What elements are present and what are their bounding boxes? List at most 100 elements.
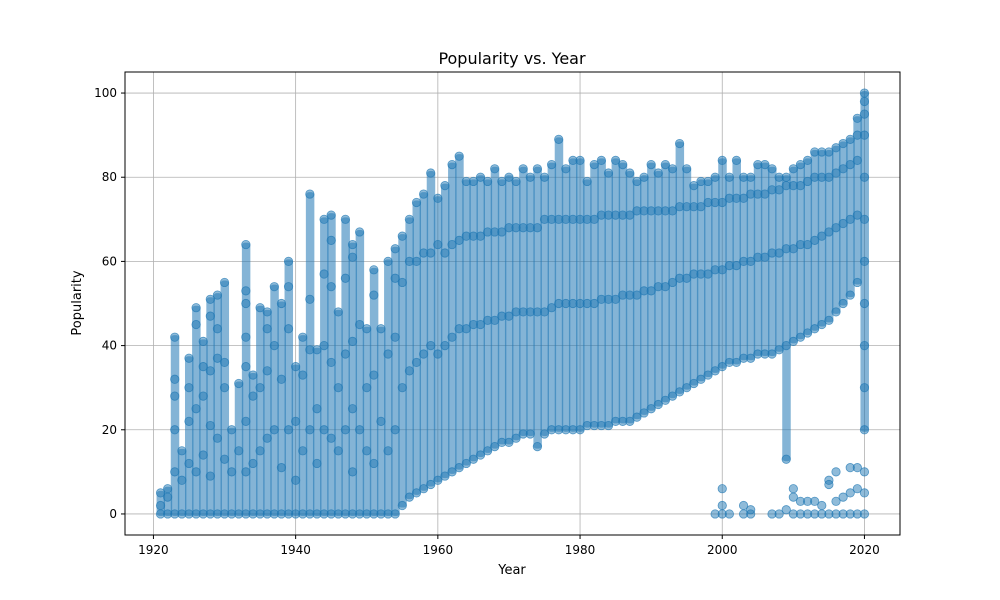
data-point — [532, 164, 542, 174]
data-point — [177, 475, 187, 485]
data-point — [717, 155, 727, 165]
data-point — [532, 442, 542, 452]
data-point — [468, 176, 478, 187]
data-point — [781, 172, 791, 182]
density-band — [369, 267, 379, 516]
data-point — [547, 303, 557, 313]
density-band — [184, 356, 194, 516]
density-band — [391, 246, 400, 516]
density-band — [476, 175, 486, 458]
data-point — [483, 176, 493, 187]
data-point — [824, 172, 834, 182]
data-point — [248, 458, 258, 469]
data-point — [383, 446, 393, 456]
density-band — [590, 162, 599, 428]
data-point — [845, 160, 855, 170]
data-point — [547, 160, 557, 170]
density-band — [348, 242, 358, 516]
data-point — [852, 484, 862, 494]
data-point — [184, 383, 194, 393]
data-point — [440, 181, 450, 191]
x-axis-label: Year — [497, 563, 526, 578]
data-point — [212, 290, 223, 300]
data-point — [859, 214, 870, 224]
data-point — [291, 362, 301, 372]
data-point — [539, 307, 550, 317]
data-point — [362, 383, 372, 393]
density-band — [256, 305, 265, 516]
data-point — [859, 109, 870, 119]
data-point — [483, 446, 493, 456]
data-point — [319, 340, 329, 351]
data-point — [241, 467, 251, 477]
data-point — [589, 214, 599, 224]
data-point — [362, 324, 372, 334]
data-point — [426, 479, 436, 490]
data-point — [347, 404, 358, 414]
data-point — [674, 387, 685, 397]
data-point — [724, 172, 734, 182]
data-point — [397, 277, 407, 288]
data-point — [717, 362, 727, 372]
data-point — [305, 425, 315, 435]
density-band — [611, 158, 621, 424]
data-point — [419, 484, 429, 494]
data-point — [603, 168, 614, 178]
data-point — [610, 294, 621, 304]
data-point — [298, 332, 308, 342]
data-point — [283, 282, 294, 292]
data-point — [696, 202, 706, 212]
data-point — [802, 176, 813, 187]
data-point — [390, 509, 400, 519]
data-point — [667, 391, 678, 401]
data-point — [397, 231, 407, 241]
data-point — [390, 332, 400, 342]
data-point — [724, 509, 734, 519]
data-point — [824, 227, 834, 237]
data-point — [589, 160, 599, 170]
data-point — [291, 416, 301, 426]
data-point — [810, 235, 820, 245]
data-point — [497, 176, 507, 187]
data-points — [155, 88, 870, 519]
y-tick-label: 60 — [102, 254, 117, 268]
data-point — [475, 319, 486, 330]
data-point — [276, 374, 287, 384]
data-point — [184, 353, 194, 363]
data-point — [362, 446, 372, 456]
data-point — [760, 189, 770, 199]
data-point — [582, 176, 592, 187]
data-point — [810, 496, 820, 506]
data-point — [845, 488, 855, 498]
data-point — [170, 374, 180, 384]
data-point — [731, 261, 742, 271]
data-point — [426, 168, 436, 178]
data-point — [305, 294, 315, 304]
data-point — [177, 446, 187, 456]
data-point — [170, 425, 180, 435]
data-point — [170, 391, 180, 401]
data-point — [710, 172, 720, 182]
data-point — [682, 164, 692, 174]
data-point — [852, 210, 862, 220]
data-point — [795, 160, 806, 170]
data-point — [305, 189, 315, 199]
data-point — [511, 433, 521, 443]
data-point — [824, 475, 834, 485]
data-point — [155, 500, 166, 511]
data-point — [852, 155, 862, 165]
data-point — [333, 446, 343, 456]
data-point — [326, 357, 336, 368]
density-band — [519, 166, 528, 436]
data-point — [475, 231, 486, 241]
data-point — [859, 88, 870, 98]
data-point — [859, 298, 870, 309]
y-tick-label: 100 — [94, 86, 117, 100]
data-point — [625, 210, 635, 220]
data-point — [205, 471, 215, 481]
density-band — [490, 166, 500, 449]
data-point — [347, 239, 358, 250]
density-band — [775, 175, 784, 352]
data-point — [682, 273, 692, 283]
data-point — [859, 425, 870, 435]
